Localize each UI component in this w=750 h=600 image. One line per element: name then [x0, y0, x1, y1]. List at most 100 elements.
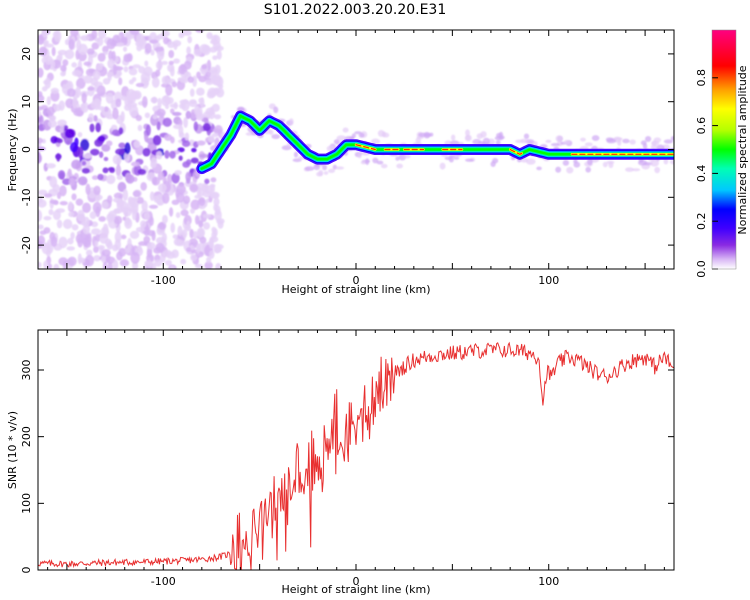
noise-blob — [171, 81, 177, 88]
noise-blob — [179, 99, 189, 105]
noise-blob — [105, 113, 115, 120]
noise-blob — [124, 103, 132, 111]
noise-blob — [189, 183, 199, 193]
noise-blob — [38, 46, 48, 57]
noise-blob — [75, 86, 81, 98]
noise-blob — [77, 131, 83, 138]
colorbar — [712, 30, 736, 269]
noise-blob — [211, 79, 222, 86]
noise-blob — [85, 254, 95, 267]
noise-blob — [322, 164, 328, 171]
noise-blob — [663, 139, 674, 144]
noise-blob — [157, 171, 164, 181]
noise-blob — [170, 222, 176, 234]
noise-blob — [150, 49, 155, 56]
noise-blob — [52, 184, 60, 193]
noise-blob — [80, 103, 86, 110]
noise-blob — [62, 59, 69, 67]
noise-blob — [130, 161, 141, 167]
colorbar-tick-label: 0.0 — [695, 260, 708, 278]
noise-blob — [207, 135, 215, 143]
noise-blob — [198, 97, 204, 104]
noise-blob — [47, 119, 57, 128]
noise-blob — [102, 223, 109, 236]
spectrogram-y-tick-label: -10 — [20, 188, 33, 206]
snr-plot-area — [38, 330, 674, 570]
noise-blob — [159, 112, 165, 119]
noise-blob — [545, 139, 552, 143]
noise-blob — [107, 261, 113, 269]
noise-blob — [106, 213, 116, 223]
noise-blob — [44, 77, 52, 89]
noise-blob — [141, 96, 148, 108]
noise-blob — [122, 46, 128, 52]
noise-blob — [526, 158, 536, 165]
noise-blob — [180, 209, 189, 217]
noise-blob — [114, 231, 122, 243]
noise-blob — [120, 111, 125, 123]
noise-blob — [162, 214, 168, 224]
noise-blob — [622, 138, 630, 144]
noise-blob — [129, 105, 139, 118]
noise-blob — [102, 167, 109, 174]
noise-blob — [555, 135, 564, 143]
noise-blob — [555, 166, 562, 173]
noise-blob — [160, 60, 168, 65]
noise-blob — [191, 147, 197, 153]
noise-blob — [189, 88, 195, 97]
noise-blob — [123, 66, 129, 73]
noise-blob — [273, 106, 279, 114]
noise-blob — [650, 144, 658, 150]
snr-x-tick-label: 0 — [353, 575, 360, 588]
noise-blob — [206, 32, 213, 40]
noise-blob — [59, 123, 65, 134]
noise-blob — [142, 147, 151, 157]
noise-blob — [133, 140, 141, 149]
noise-blob — [96, 85, 106, 97]
noise-blob — [211, 226, 217, 233]
noise-blob — [50, 236, 58, 247]
noise-blob — [97, 173, 104, 181]
noise-blob — [185, 159, 192, 166]
noise-blob — [162, 249, 172, 258]
noise-blob — [127, 237, 132, 250]
noise-blob — [135, 226, 145, 233]
noise-blob — [61, 83, 67, 94]
noise-blob — [149, 39, 159, 44]
noise-blob — [465, 129, 470, 137]
snr-y-tick-label: 200 — [20, 426, 33, 447]
noise-blob — [146, 241, 156, 250]
noise-blob — [199, 153, 209, 159]
noise-blob — [125, 174, 135, 184]
noise-blob — [118, 247, 127, 257]
noise-blob — [638, 159, 648, 166]
noise-blob — [213, 243, 222, 254]
noise-blob — [67, 168, 72, 178]
noise-blob — [112, 259, 119, 269]
noise-blob — [58, 257, 68, 266]
noise-blob — [145, 124, 151, 136]
noise-blob — [93, 254, 101, 262]
noise-blob — [83, 75, 93, 84]
noise-blob — [137, 124, 143, 132]
noise-blob — [143, 212, 151, 220]
noise-blob — [669, 159, 674, 165]
snr-y-tick-label: 300 — [20, 360, 33, 381]
noise-blob — [403, 154, 411, 159]
spectrogram-x-axis-label: Height of straight line (km) — [281, 283, 430, 296]
noise-blob — [357, 153, 362, 159]
noise-blob — [49, 199, 59, 204]
noise-blob — [92, 201, 102, 214]
noise-blob — [211, 132, 219, 138]
noise-blob — [60, 71, 66, 77]
noise-blob — [67, 237, 74, 245]
noise-blob — [71, 159, 82, 170]
noise-blob — [170, 108, 175, 114]
noise-blob — [77, 176, 88, 186]
noise-blob — [140, 220, 147, 228]
snr-x-tick-label: 100 — [538, 575, 559, 588]
noise-blob — [371, 138, 381, 145]
ridge-peak-core — [509, 148, 523, 155]
noise-blob — [82, 202, 91, 214]
snr-y-axis-label: SNR (10 * v/v) — [6, 411, 19, 489]
